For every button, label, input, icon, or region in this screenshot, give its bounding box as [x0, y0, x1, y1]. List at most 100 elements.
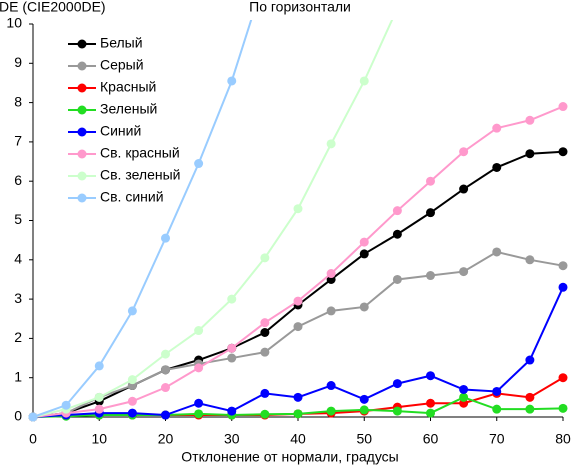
- chart-title: По горизонтали: [249, 0, 351, 15]
- x-axis-label: Отклонение от нормали, градусы: [181, 449, 398, 465]
- point: [194, 363, 204, 373]
- y-tick-label: 8: [14, 93, 22, 109]
- point: [426, 271, 435, 281]
- y-tick-label: 3: [14, 290, 22, 306]
- y-tick-label: 2: [14, 329, 22, 345]
- point: [28, 412, 38, 422]
- point: [326, 306, 336, 316]
- point: [127, 375, 137, 385]
- y-tick-label: 10: [6, 15, 22, 31]
- legend-label: Св. зеленый: [100, 167, 180, 183]
- y-tick-label: 7: [14, 133, 22, 149]
- point: [392, 274, 402, 284]
- point: [359, 394, 369, 404]
- x-tick-label: 40: [290, 431, 306, 447]
- point: [293, 204, 303, 214]
- x-tick-label: 60: [423, 431, 439, 447]
- legend-marker: [77, 127, 87, 137]
- point: [161, 365, 170, 375]
- point: [194, 326, 204, 336]
- point: [293, 392, 303, 402]
- point: [94, 361, 104, 371]
- point: [127, 396, 137, 406]
- point: [525, 149, 535, 159]
- point: [359, 249, 369, 259]
- point: [161, 349, 170, 359]
- point: [525, 355, 535, 365]
- point: [525, 255, 535, 265]
- point: [558, 403, 568, 413]
- point: [459, 267, 469, 277]
- point: [359, 405, 369, 415]
- point: [326, 381, 336, 391]
- point: [161, 410, 170, 420]
- point: [392, 229, 402, 239]
- point: [426, 371, 435, 381]
- legend-marker: [77, 39, 87, 49]
- legend-marker: [77, 105, 87, 115]
- point: [558, 373, 568, 383]
- point: [393, 4, 402, 13]
- point: [525, 392, 535, 402]
- point: [161, 383, 170, 393]
- legend-label: Серый: [100, 57, 144, 73]
- legend-label: Св. красный: [100, 145, 180, 161]
- point: [492, 386, 502, 396]
- point: [359, 76, 369, 86]
- point: [94, 392, 104, 402]
- point: [293, 296, 303, 306]
- point: [459, 392, 469, 402]
- y-tick-label: 1: [14, 368, 22, 384]
- x-tick-label: 80: [555, 431, 571, 447]
- legend-label: Красный: [100, 79, 156, 95]
- plot-area: [28, 4, 568, 422]
- x-tick-label: 30: [224, 431, 240, 447]
- point: [558, 102, 568, 112]
- point: [326, 139, 336, 149]
- point: [359, 237, 369, 247]
- point: [227, 294, 237, 304]
- point: [459, 384, 469, 394]
- point: [227, 406, 237, 416]
- x-tick-label: 0: [29, 431, 37, 447]
- point: [558, 261, 568, 271]
- point: [293, 322, 303, 332]
- point: [392, 206, 402, 216]
- point: [392, 406, 402, 416]
- legend-marker: [77, 193, 87, 203]
- legend-marker: [77, 149, 87, 159]
- point: [492, 404, 502, 414]
- point: [426, 398, 435, 408]
- point: [260, 388, 270, 398]
- x-tick-label: 50: [356, 431, 372, 447]
- series-line: [32, 20, 394, 418]
- point: [426, 208, 435, 218]
- point: [558, 282, 568, 292]
- point: [227, 76, 237, 86]
- point: [459, 184, 469, 194]
- point: [525, 115, 535, 125]
- point: [293, 409, 303, 419]
- point: [260, 328, 270, 338]
- point: [459, 147, 469, 157]
- point: [260, 347, 270, 357]
- y-tick-label: 6: [14, 172, 22, 188]
- x-tick-label: 10: [91, 431, 107, 447]
- point: [492, 247, 502, 257]
- legend-label: Зеленый: [100, 101, 157, 117]
- point: [558, 147, 568, 157]
- point: [492, 123, 502, 133]
- point: [392, 379, 402, 389]
- point: [127, 306, 137, 316]
- legend-label: Белый: [100, 35, 143, 51]
- point: [194, 398, 204, 408]
- point: [194, 409, 204, 419]
- point: [161, 233, 170, 243]
- series-line: [32, 20, 253, 418]
- point: [492, 162, 502, 172]
- legend-marker: [77, 83, 87, 93]
- point: [227, 343, 237, 353]
- point: [260, 409, 270, 419]
- y-tick-label: 4: [14, 251, 22, 267]
